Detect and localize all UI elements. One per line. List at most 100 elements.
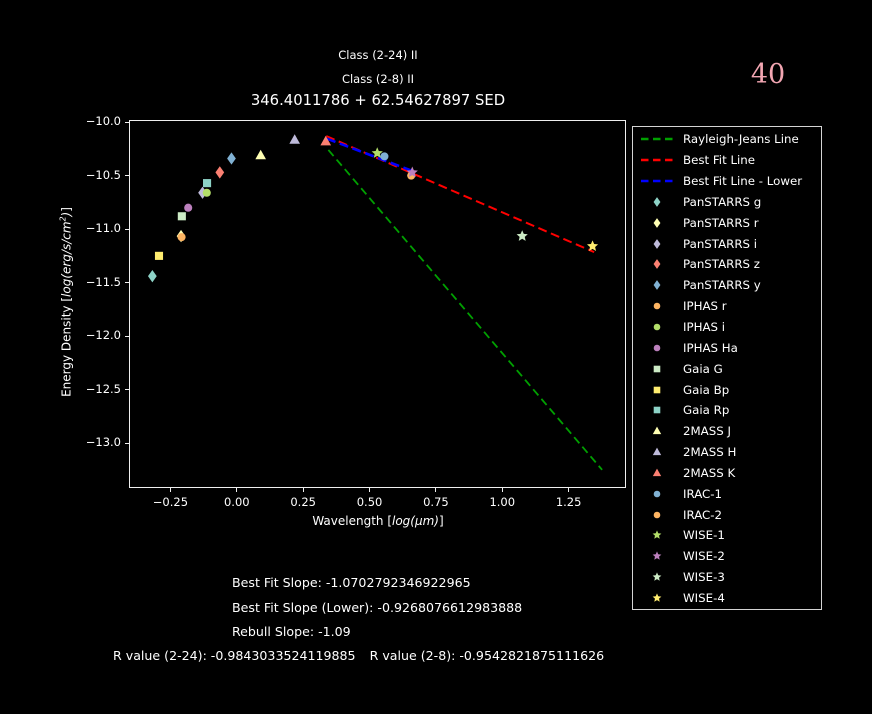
legend-marker [653, 280, 661, 291]
legend-marker [652, 572, 662, 581]
legend-label: Gaia Rp [683, 403, 730, 418]
diamond-marker-icon [653, 197, 661, 207]
legend-entry-wise-2: WISE-2 [633, 546, 821, 567]
diamond-marker-icon [653, 217, 661, 228]
rebull-slope-text: Rebull Slope: -1.09 [232, 624, 351, 639]
x-tick-mark [302, 488, 304, 492]
legend-marker [653, 197, 661, 207]
legend-entry-gaia-bp: Gaia Bp [633, 379, 821, 400]
point-irac-1 [380, 152, 389, 161]
legend-label: IPHAS i [683, 320, 726, 335]
point-2mass-h [289, 134, 300, 144]
diamond-marker-icon [653, 259, 661, 270]
y-tick-label: −13.0 [85, 435, 121, 450]
x-tick-label: 1.00 [489, 495, 516, 509]
point-iphas-i [202, 188, 211, 197]
legend-entry-gaia-g: Gaia G [633, 358, 821, 379]
legend-entry-rayleigh-jeans-line: Rayleigh-Jeans Line [633, 129, 821, 150]
triangle-marker-icon [652, 468, 662, 477]
square-marker-icon [653, 386, 661, 393]
legend-entry-irac-2: IRAC-2 [633, 504, 821, 525]
legend-marker [653, 323, 661, 331]
legend-entry-panstarrs-z: PanSTARRS z [633, 254, 821, 275]
plot-area [129, 120, 626, 488]
legend-label: Best Fit Line - Lower [683, 174, 803, 189]
legend-marker [653, 365, 661, 373]
legend-entry-2mass-k: 2MASS K [633, 463, 821, 484]
y-tick-mark [125, 282, 129, 284]
legend-entry-panstarrs-r: PanSTARRS r [633, 212, 821, 233]
legend-label: 2MASS H [683, 445, 737, 460]
legend-entry-iphas-i: IPHAS i [633, 317, 821, 338]
legend-marker [652, 468, 662, 477]
y-tick-mark [125, 175, 129, 177]
x-tick-mark [169, 488, 171, 492]
y-tick-mark [125, 389, 129, 391]
x-tick-label: 0.25 [290, 495, 316, 509]
y-tick-label: −11.5 [85, 274, 121, 289]
legend-label: PanSTARRS r [683, 215, 759, 230]
point-gaia-bp [154, 251, 164, 260]
x-tick-label: 0.75 [423, 495, 449, 509]
page-number: 40 [750, 59, 786, 90]
legend-entry-best-fit-line: Best Fit Line [633, 150, 821, 171]
circle-marker-icon [653, 344, 661, 352]
legend-marker [653, 302, 661, 310]
point-iphas-r [177, 233, 186, 242]
legend-entry-irac-1: IRAC-1 [633, 483, 821, 504]
class-2-24-label: Class (2-24) II [338, 48, 418, 62]
diamond-marker-icon [653, 280, 661, 291]
legend-dash-sample-icon [641, 138, 673, 141]
legend-marker [653, 259, 661, 270]
legend-label: 2MASS K [683, 465, 736, 480]
legend-marker [653, 386, 661, 393]
point-wise-4 [586, 240, 599, 251]
y-tick-label: −12.5 [85, 381, 121, 396]
sed-plot-canvas [147, 134, 603, 471]
page-title: 346.4011786 + 62.54627897 SED [250, 92, 506, 109]
y-tick-label: −10.0 [85, 114, 121, 129]
r-value-2-8-text: R value (2-8): -0.9542821875111626 [369, 648, 605, 663]
square-marker-icon [653, 365, 661, 373]
y-tick-mark [125, 121, 129, 123]
legend-label: PanSTARRS y [683, 278, 761, 293]
y-axis-label: Energy Density [log(erg/s/cm2)] [58, 207, 74, 397]
x-tick-mark [236, 488, 238, 492]
square-marker-icon [653, 407, 661, 414]
legend-marker [652, 447, 662, 456]
legend-entry-panstarrs-g: PanSTARRS g [633, 192, 821, 213]
triangle-marker-icon [652, 447, 662, 456]
circle-marker-icon [653, 302, 661, 310]
legend-marker [652, 530, 662, 540]
legend-marker [652, 593, 662, 602]
x-tick-mark [568, 488, 570, 492]
point-gaia-g [177, 212, 186, 221]
legend-entry-wise-3: WISE-3 [633, 567, 821, 588]
point-2mass-j [255, 149, 267, 160]
legend: Rayleigh-Jeans Line Best Fit Line Best Fit… [632, 126, 822, 610]
triangle-marker-icon [652, 426, 662, 435]
circle-marker-icon [653, 511, 661, 518]
y-tick-mark [125, 442, 129, 444]
legend-label: Gaia G [683, 361, 723, 376]
legend-marker [653, 490, 661, 498]
legend-label: WISE-1 [683, 528, 725, 543]
legend-label: PanSTARRS z [683, 257, 760, 272]
legend-label: Best Fit Line [683, 153, 756, 168]
y-tick-label: −12.0 [85, 328, 121, 343]
circle-marker-icon [653, 323, 661, 331]
legend-entry-2mass-j: 2MASS J [633, 421, 821, 442]
line-best-fit-line-lower [326, 137, 414, 173]
line-rayleigh-jeans-line [327, 149, 603, 471]
legend-label: PanSTARRS i [683, 236, 758, 251]
legend-label: WISE-2 [683, 549, 725, 564]
point-2mass-k [320, 135, 332, 146]
legend-entry-iphas-ha: IPHAS Ha [633, 337, 821, 358]
legend-entry-panstarrs-i: PanSTARRS i [633, 233, 821, 254]
legend-label: IPHAS r [683, 299, 727, 314]
point-panstarrs-y [227, 152, 236, 165]
x-tick-mark [501, 488, 503, 492]
legend-marker [652, 426, 662, 435]
star-marker-icon [652, 593, 662, 602]
